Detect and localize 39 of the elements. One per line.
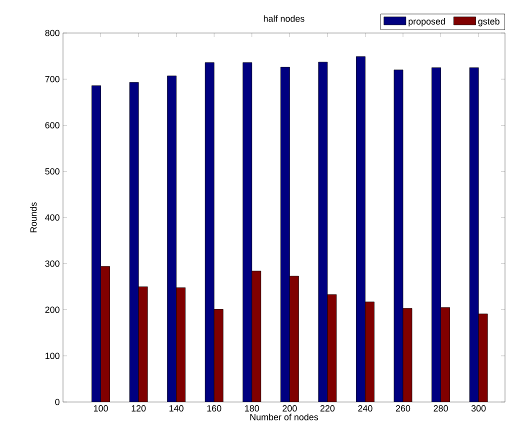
y-tick-label: 100 (46, 352, 60, 360)
y-axis-title: Rounds (30, 202, 37, 232)
bar (432, 67, 441, 402)
x-tick-label: 280 (434, 405, 448, 412)
x-tick-label: 140 (170, 405, 184, 412)
bar (252, 270, 262, 402)
bar (289, 276, 299, 402)
x-tick-label: 240 (358, 405, 372, 412)
bar (356, 56, 366, 402)
bar (214, 309, 224, 402)
x-tick-label: 300 (471, 405, 486, 412)
x-tick-label: 160 (207, 405, 222, 412)
x-tick-label: 260 (396, 405, 410, 412)
bar (204, 62, 214, 402)
bar (100, 266, 110, 402)
y-tick-label: 700 (45, 76, 60, 82)
y-tick-label: 400 (45, 214, 60, 221)
x-axis-title: Number of nodes (250, 414, 318, 420)
bar (167, 76, 177, 402)
bar (176, 287, 186, 402)
bar (440, 307, 450, 402)
x-tick-label: 120 (132, 405, 146, 412)
x-tick-label: 220 (320, 405, 335, 412)
x-tick-label: 100 (94, 405, 108, 412)
y-tick-label: 0 (55, 398, 60, 406)
legend-label: proposed (408, 18, 445, 26)
bar (92, 85, 101, 402)
legend-label: gsteb (478, 18, 500, 26)
y-tick-label: 500 (45, 168, 60, 175)
y-tick-label: 600 (45, 122, 60, 128)
y-tick-label: 200 (45, 306, 60, 313)
bar (242, 62, 252, 402)
y-tick-label: 800 (45, 30, 60, 36)
y-tick-label: 300 (45, 260, 60, 267)
bar (280, 66, 290, 402)
x-tick-label: 180 (245, 405, 260, 412)
bar (365, 302, 374, 402)
x-tick-label: 200 (282, 405, 297, 412)
chart-title: half nodes (264, 15, 304, 22)
